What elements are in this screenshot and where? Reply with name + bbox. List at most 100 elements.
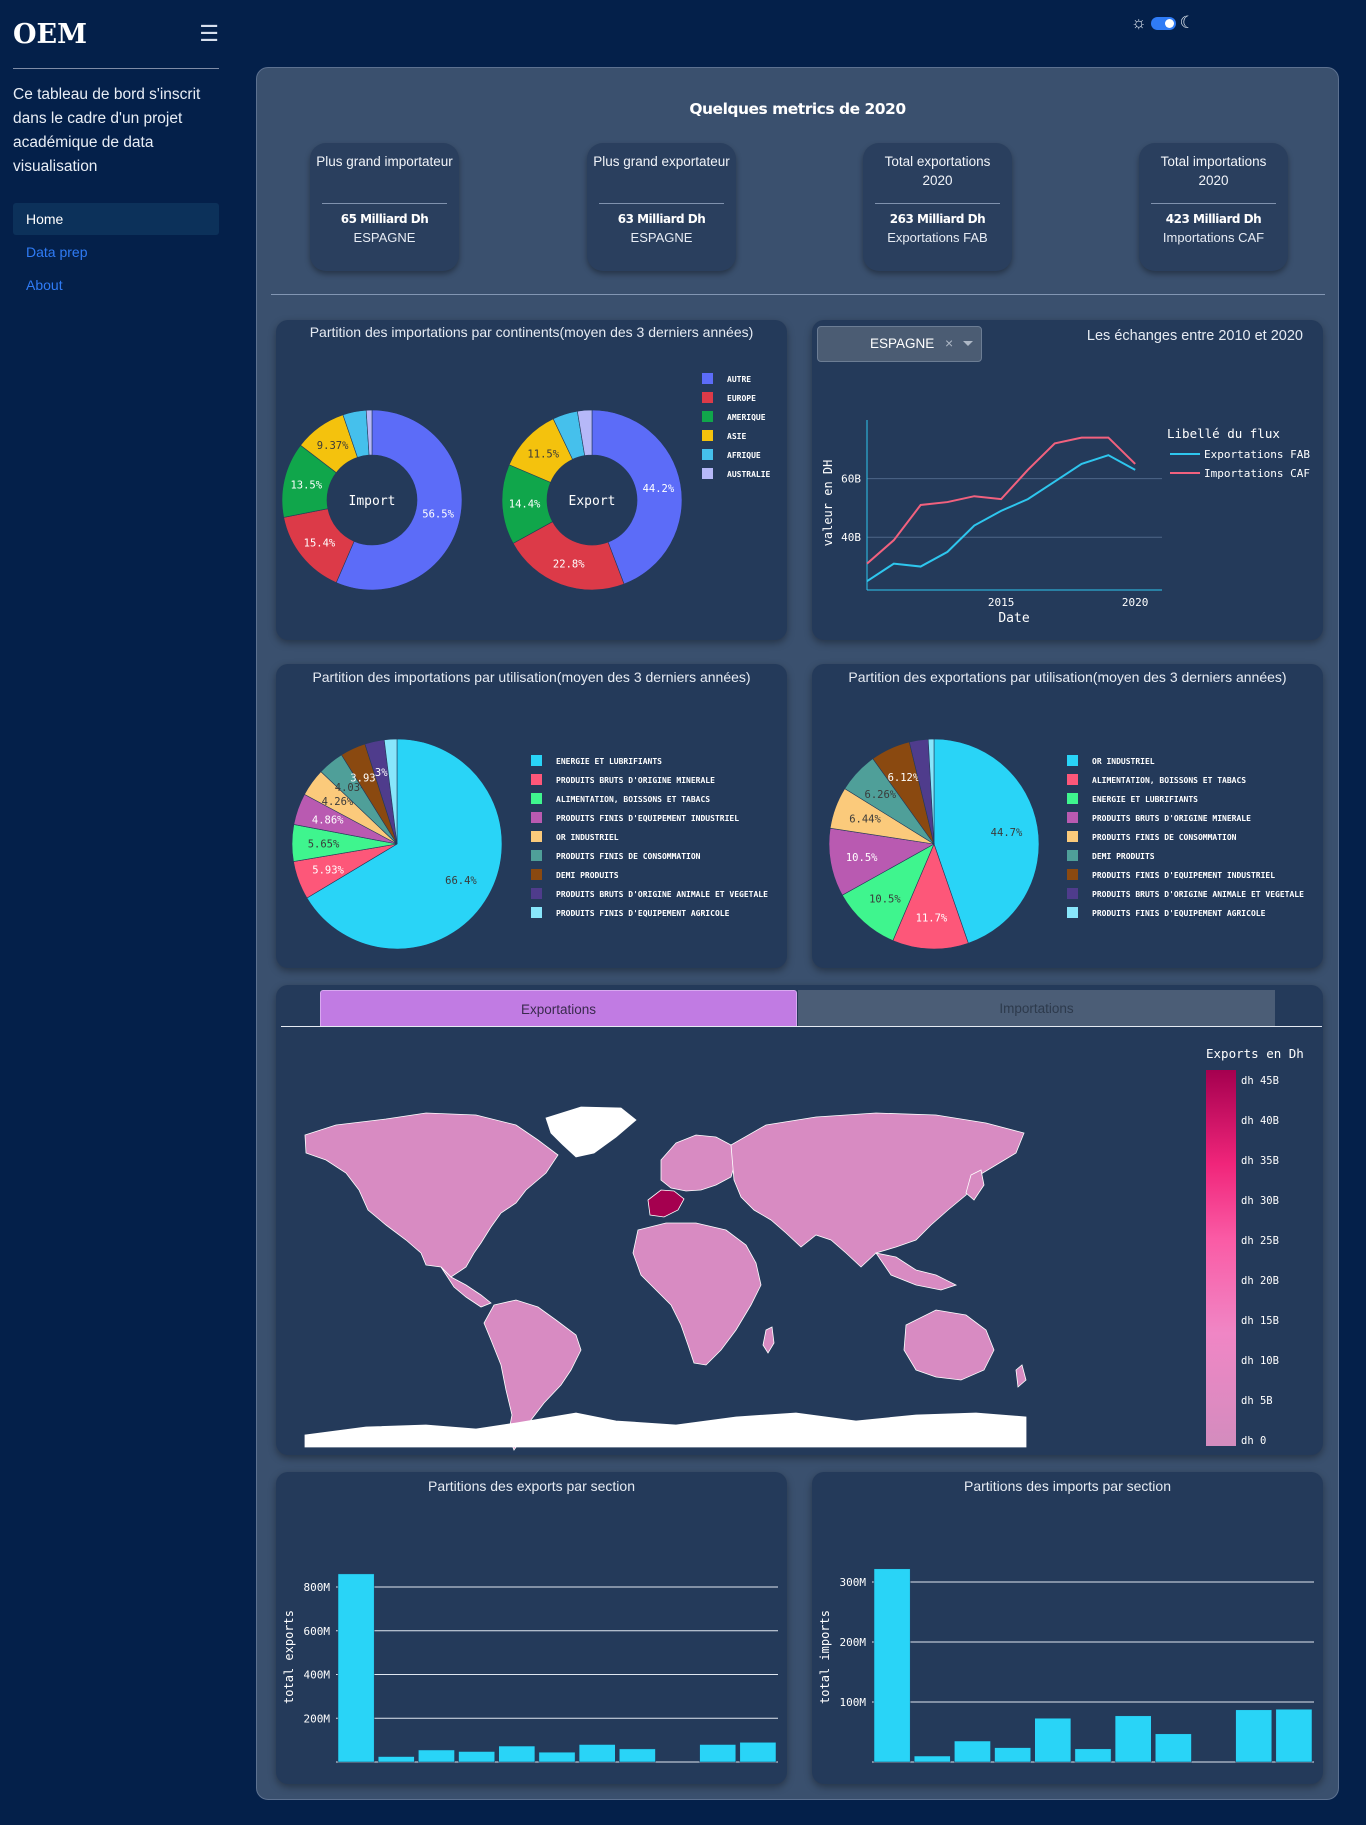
metric-label: Total exportations 2020 — [884, 154, 991, 188]
legend-entry: PRODUITS BRUTS D'ORIGINE MINERALE — [1092, 814, 1251, 823]
chevron-down-icon[interactable] — [963, 341, 973, 346]
tab-exportations[interactable]: Exportations — [320, 990, 797, 1027]
metric-label: Total importations 2020 — [1160, 154, 1267, 188]
metrics-divider — [271, 294, 1325, 295]
metric-label: Plus grand exportateur — [593, 154, 730, 169]
legend-entry: PRODUITS FINIS D'EQUIPEMENT AGRICOLE — [556, 909, 730, 918]
pie-value-label: 4.86% — [312, 814, 344, 826]
y-tick-label: 60B — [841, 473, 861, 486]
theme-toggle[interactable]: ☼ ☾ — [1131, 13, 1195, 33]
legend-swatch — [531, 888, 542, 899]
imports-usage-pie-chart[interactable]: 66.4% 5.93% 5.65% 4.86% 4.26% 4.03%3.93%3% ENE… — [276, 664, 787, 968]
pie-value-label: 66.4% — [445, 875, 477, 887]
bar — [1155, 1733, 1192, 1763]
imports-section-bar-card: Partitions des imports par section 100M 2… — [812, 1472, 1323, 1784]
bar — [418, 1749, 455, 1763]
metric-card-top-importer: Plus grand importateur 65 Milliard Dh ES… — [310, 143, 459, 271]
metric-divider — [599, 203, 724, 204]
pie-slice — [927, 738, 935, 845]
pie-slice — [365, 409, 373, 456]
main-panel: Quelques metrics de 2020 Plus grand impo… — [256, 67, 1339, 1800]
exports-usage-pie-chart[interactable]: 44.7% 11.7% 10.5% 10.5% 6.44% 6.26% 6.12% OR IN… — [812, 664, 1323, 968]
japan-shape — [965, 1169, 985, 1201]
exports-section-bar-chart[interactable]: 200M 400M 600M 800M total exports — [276, 1472, 787, 1784]
legend-swatch — [531, 831, 542, 842]
sidebar-description: Ce tableau de bord s'inscrit dans le cad… — [13, 86, 201, 175]
clear-icon[interactable]: × — [945, 335, 954, 351]
pie-value-label: 9.37% — [317, 440, 349, 452]
metric-label: Plus grand importateur — [316, 154, 453, 169]
legend-entry: EUROPE — [727, 394, 756, 403]
bar — [739, 1742, 777, 1763]
y-axis-label: total imports — [818, 1610, 832, 1704]
metric-subtitle: Exportations FAB — [887, 230, 988, 245]
legend-swatch — [702, 430, 713, 441]
card-title: Partitions des imports par section — [964, 1478, 1171, 1494]
legend-swatch — [702, 449, 713, 460]
pie-value-label: 11.5% — [527, 448, 559, 460]
x-axis-label: Date — [998, 611, 1029, 626]
bar — [619, 1748, 656, 1763]
nav-link-data-prep[interactable]: Data prep — [26, 244, 88, 260]
nav-link-home[interactable]: Home — [13, 203, 219, 235]
y-tick-label: 400M — [304, 1669, 331, 1682]
pie-slice — [591, 409, 683, 585]
north-america-shape — [304, 1112, 559, 1278]
nav-link-about[interactable]: About — [26, 277, 63, 293]
colorbar-tick-label: dh 25B — [1241, 1235, 1279, 1247]
legend-swatch — [531, 869, 542, 880]
central-america-shape — [440, 1266, 492, 1308]
bar — [458, 1751, 495, 1763]
y-tick-label: 100M — [840, 1696, 867, 1709]
pie-value-label: 10.5% — [846, 852, 878, 864]
spain-france-shape — [647, 1189, 685, 1218]
pie-value-label: 4.03% — [335, 782, 367, 794]
metric-card-top-exporter: Plus grand exportateur 63 Milliard Dh ES… — [587, 143, 736, 271]
metric-value: 263 Milliard Dh — [889, 212, 986, 226]
pie-value-label: 44.2% — [643, 483, 675, 495]
dropdown-value: ESPAGNE — [870, 336, 935, 351]
sun-icon: ☼ — [1131, 13, 1147, 32]
hamburger-menu-icon[interactable]: ☰ — [199, 21, 219, 46]
pie-value-label: 3% — [375, 767, 388, 779]
bar — [337, 1573, 375, 1763]
metric-value: 423 Milliard Dh — [1165, 212, 1262, 226]
country-dropdown[interactable]: ESPAGNE × — [817, 326, 982, 362]
card-title: Les échanges entre 2010 et 2020 — [1086, 328, 1303, 344]
legend-entry: OR INDUSTRIEL — [556, 833, 619, 842]
australia-shape — [903, 1309, 995, 1381]
tabs-underline — [281, 1026, 1322, 1027]
x-tick-label: 2020 — [1122, 596, 1149, 609]
tab-importations[interactable]: Importations — [798, 990, 1275, 1027]
legend-swatch — [702, 392, 713, 403]
legend-title: Libellé du flux — [1167, 426, 1280, 441]
pie-value-label: 5.65% — [308, 838, 340, 850]
legend-swatch — [531, 755, 542, 766]
antarctica-shape — [304, 1412, 1027, 1448]
africa-shape — [632, 1222, 762, 1366]
exports-usage-pie-card: Partition des exportations par utilisati… — [812, 664, 1323, 968]
card-title: Partition des exportations par utilisati… — [848, 669, 1287, 685]
pie-slice — [383, 738, 398, 845]
continents-donut-chart[interactable]: 56.5% 15.4% 13.5% 9.37% Import 44.2% 22.8% 14.4… — [276, 320, 787, 640]
bar — [1074, 1748, 1112, 1763]
metric-card-total-imports: Total importations 2020 423 Milliard Dh … — [1139, 143, 1288, 271]
legend-swatch — [1067, 907, 1078, 918]
europe-shape — [660, 1134, 737, 1192]
exchanges-line-chart[interactable]: 40B 60B 2015 2020 Exportations FAB Importatio… — [812, 320, 1323, 640]
y-tick-label: 40B — [841, 531, 861, 544]
pie-slice — [512, 521, 625, 591]
legend-swatch — [531, 850, 542, 861]
legend-entry: Importations CAF — [1204, 467, 1310, 480]
card-title: Partition des importations par continent… — [309, 324, 754, 340]
bar — [1275, 1708, 1313, 1763]
legend-entry: DEMI PRODUITS — [556, 871, 619, 880]
imports-section-bar-chart[interactable]: 100M 200M 300M total imports — [812, 1472, 1323, 1784]
colorbar-tick-label: dh 0 — [1241, 1435, 1266, 1447]
colorbar-tick-label: dh 10B — [1241, 1355, 1279, 1367]
metric-divider — [322, 203, 447, 204]
pie-value-label: 22.8% — [553, 558, 585, 570]
legend-swatch — [531, 907, 542, 918]
theme-switch[interactable] — [1150, 16, 1176, 30]
